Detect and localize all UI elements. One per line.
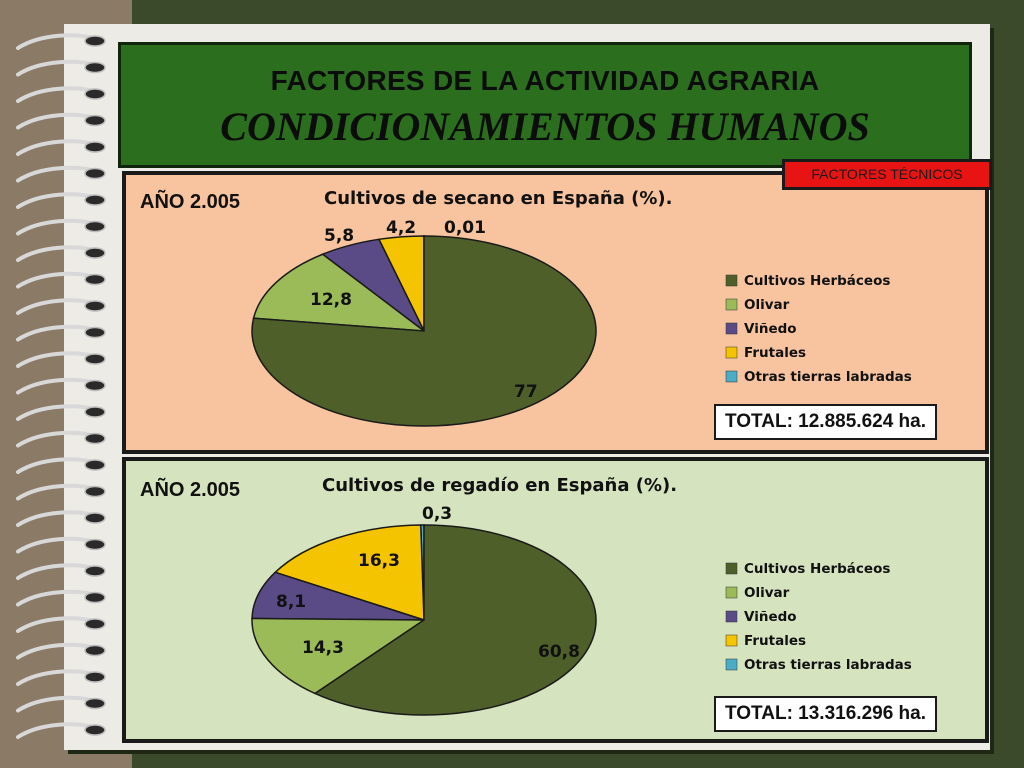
legend-entry: Frutales <box>744 345 806 361</box>
spiral-binding <box>16 33 106 739</box>
legend-swatch <box>725 370 738 383</box>
legend-swatch <box>725 586 738 599</box>
year-label: AÑO 2.005 <box>140 191 241 213</box>
spiral-hole <box>84 724 106 736</box>
legend-entry: Viñedo <box>744 609 797 625</box>
spiral-hole <box>84 432 106 445</box>
legend-swatch <box>725 298 738 311</box>
chart-regadio: Cultivos de regadío en España (%). 60,8 1… <box>251 475 912 716</box>
spiral-hole <box>84 485 106 498</box>
spiral-hole <box>84 273 106 286</box>
panel-secano: AÑO 2.005 Cultivos de secano en España (… <box>122 171 989 454</box>
title-line1: FACTORES DE LA ACTIVIDAD AGRARIA <box>270 65 820 96</box>
data-label: 77 <box>514 382 538 402</box>
spiral-hole <box>84 35 106 47</box>
spiral-hole <box>84 459 106 471</box>
legend-swatch <box>725 274 738 287</box>
spiral-hole <box>84 591 106 604</box>
legend-entry: Olivar <box>744 585 790 601</box>
factores-tecnicos-tag[interactable]: FACTORES TÉCNICOS <box>782 159 992 190</box>
legend-swatch <box>725 658 738 671</box>
legend-entry: Cultivos Herbáceos <box>744 273 890 289</box>
legend-entry: Cultivos Herbáceos <box>744 561 890 577</box>
legend-entry: Viñedo <box>744 321 797 337</box>
spiral-hole <box>84 512 106 524</box>
chart-title: Cultivos de regadío en España (%). <box>322 475 677 496</box>
spiral-hole <box>84 671 106 683</box>
spiral-hole <box>84 167 106 180</box>
spiral-hole <box>84 644 106 657</box>
slice-vinedo <box>251 571 425 621</box>
spiral-hole <box>84 61 106 74</box>
legend-entry: Otras tierras labradas <box>744 369 912 385</box>
legend-swatch <box>725 610 738 623</box>
spiral-hole <box>84 141 106 153</box>
data-label: 8,1 <box>276 592 306 612</box>
data-label: 4,2 <box>386 218 416 238</box>
data-label: 5,8 <box>324 226 354 246</box>
panel-regadio: AÑO 2.005 Cultivos de regadío en España … <box>122 457 989 743</box>
data-label: 16,3 <box>358 551 400 571</box>
spiral-hole <box>84 618 106 630</box>
spiral-hole <box>84 300 106 312</box>
legend-swatch <box>725 346 738 359</box>
slice-herbaceos <box>313 524 597 716</box>
slice-herbaceos <box>251 235 597 427</box>
chart-secano: Cultivos de secano en España (%). 77 12,8… <box>251 188 912 427</box>
legend-swatch <box>725 322 738 335</box>
spiral-hole <box>84 247 106 259</box>
legend-entry: Otras tierras labradas <box>744 657 912 673</box>
data-label: 12,8 <box>310 290 352 310</box>
title-box: FACTORES DE LA ACTIVIDAD AGRARIA CONDICI… <box>118 42 972 168</box>
spiral-hole <box>84 379 106 392</box>
spiral-hole <box>84 565 106 577</box>
spiral-hole <box>84 194 106 206</box>
title-line2: CONDICIONAMIENTOS HUMANOS <box>220 104 870 149</box>
data-label: 0,3 <box>422 504 452 524</box>
legend-entry: Frutales <box>744 633 806 649</box>
spiral-hole <box>84 88 106 100</box>
slice-frutales <box>273 524 425 622</box>
slice-olivar <box>251 617 427 695</box>
data-label: 14,3 <box>302 638 344 658</box>
year-label: AÑO 2.005 <box>140 479 241 501</box>
total-box: TOTAL: 12.885.624 ha. <box>714 404 937 440</box>
legend-swatch <box>725 634 738 647</box>
total-box: TOTAL: 13.316.296 ha. <box>714 696 937 732</box>
spiral-hole <box>84 326 106 339</box>
spiral-hole <box>84 406 106 418</box>
spiral-hole <box>84 220 106 233</box>
data-label: 60,8 <box>538 642 580 662</box>
legend-entry: Olivar <box>744 297 790 313</box>
spiral-hole <box>84 353 106 365</box>
slice-olivar <box>252 253 427 332</box>
chart-title: Cultivos de secano en España (%). <box>324 188 672 209</box>
legend-swatch <box>725 562 738 575</box>
spiral-hole <box>84 697 106 710</box>
spiral-hole <box>84 538 106 551</box>
spiral-hole <box>84 114 106 127</box>
data-label: 0,01 <box>444 218 486 238</box>
